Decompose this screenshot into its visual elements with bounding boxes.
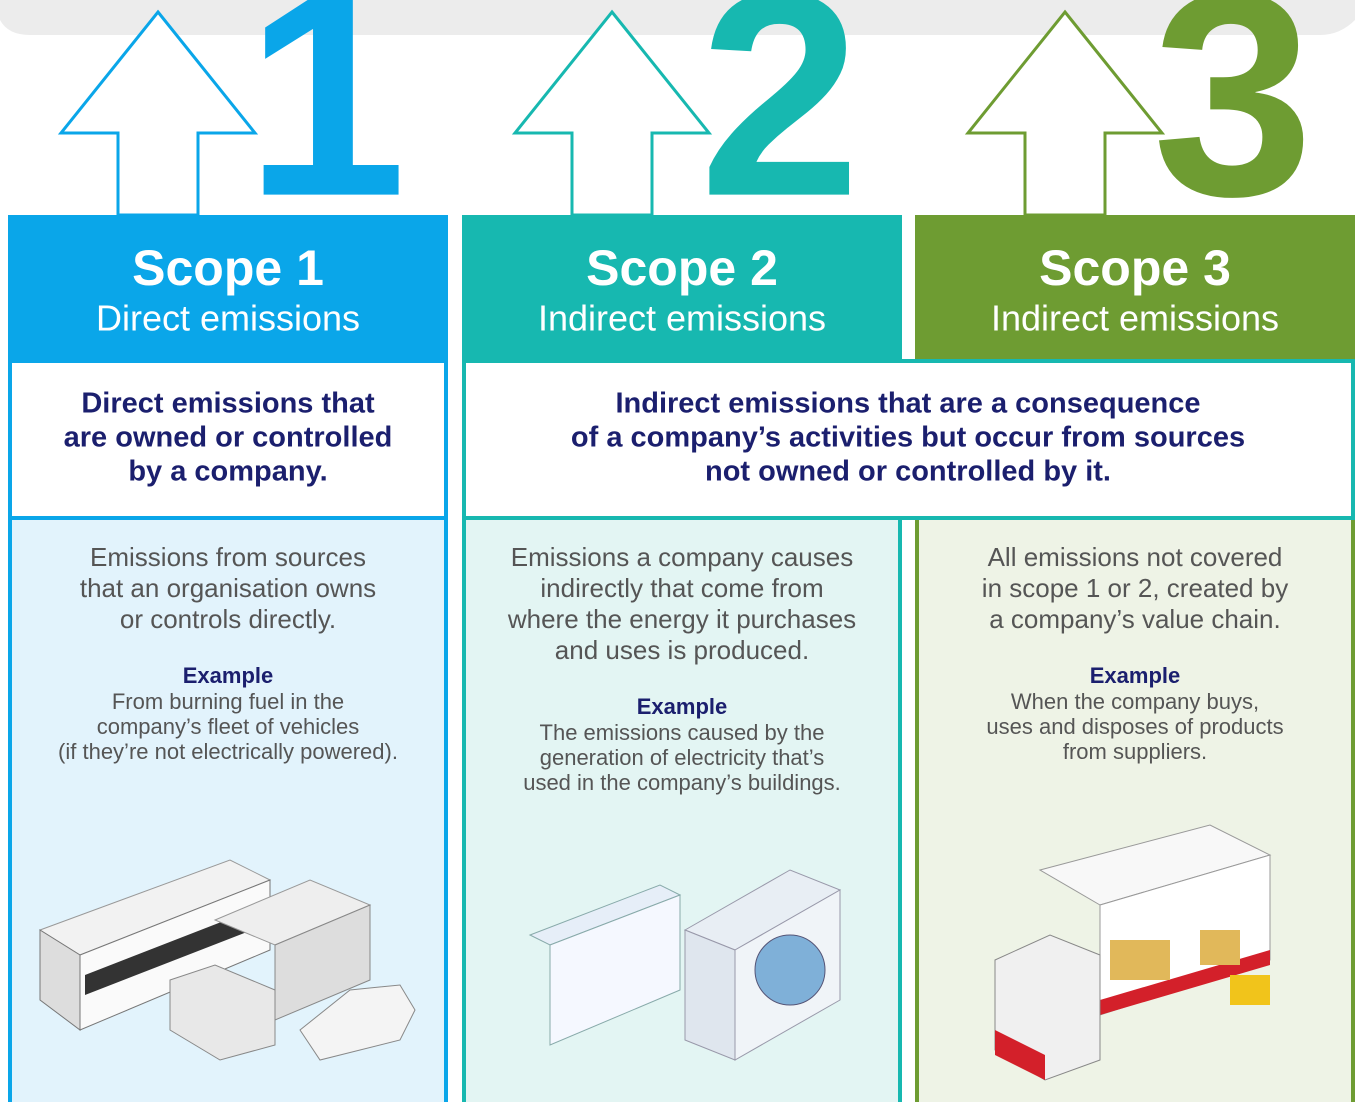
- example-line: used in the company’s buildings.: [523, 770, 841, 795]
- summary-line: not owned or controlled by it.: [705, 456, 1111, 488]
- scope-subtitle: Indirect emissions: [991, 298, 1279, 339]
- example-line: When the company buys,: [1011, 689, 1259, 714]
- example-line: The emissions caused by the: [540, 720, 825, 745]
- ac-fan: [755, 935, 825, 1005]
- forklift-cargo: [1200, 930, 1240, 965]
- scope-subtitle: Indirect emissions: [538, 298, 826, 339]
- infographic: 123 Scope 1Direct emissionsEmissions fro…: [0, 0, 1355, 1102]
- arrow-outline: [515, 12, 709, 215]
- ac-front: [685, 930, 735, 1060]
- example-label: Example: [637, 694, 728, 719]
- summary-line: of a company’s activities but occur from…: [571, 422, 1245, 454]
- description-line: Emissions a company causes: [511, 542, 853, 572]
- forklift: [1230, 975, 1270, 1005]
- scope-subtitle: Direct emissions: [96, 298, 360, 339]
- description-line: indirectly that come from: [540, 573, 823, 603]
- arrow-outline: [968, 12, 1162, 215]
- example-line: uses and disposes of products: [986, 714, 1283, 739]
- description-line: in scope 1 or 2, created by: [982, 573, 1288, 603]
- description-line: Emissions from sources: [90, 542, 366, 572]
- example-line: company’s fleet of vehicles: [97, 714, 360, 739]
- description-line: where the energy it purchases: [507, 604, 856, 634]
- scope-title: Scope 1: [132, 240, 324, 296]
- summary-line: Direct emissions that: [81, 388, 375, 420]
- example-line: From burning fuel in the: [112, 689, 344, 714]
- summary-line: by a company.: [128, 456, 327, 488]
- lorry-cargo: [1110, 940, 1170, 980]
- summary-line: are owned or controlled: [64, 422, 393, 454]
- description-line: a company’s value chain.: [989, 604, 1280, 634]
- example-line: generation of electricity that’s: [540, 745, 825, 770]
- scope-title: Scope 2: [586, 240, 778, 296]
- description-line: and uses is produced.: [555, 635, 809, 665]
- description-line: that an organisation owns: [80, 573, 376, 603]
- example-label: Example: [1090, 663, 1181, 688]
- summary-line: Indirect emissions that are a consequenc…: [615, 388, 1200, 420]
- description-line: or controls directly.: [120, 604, 336, 634]
- example-line: from suppliers.: [1063, 739, 1207, 764]
- arrow-outline: [61, 12, 255, 215]
- example-line: (if they’re not electrically powered).: [58, 739, 398, 764]
- example-label: Example: [183, 663, 274, 688]
- description-line: All emissions not covered: [988, 542, 1283, 572]
- scope-title: Scope 3: [1039, 240, 1231, 296]
